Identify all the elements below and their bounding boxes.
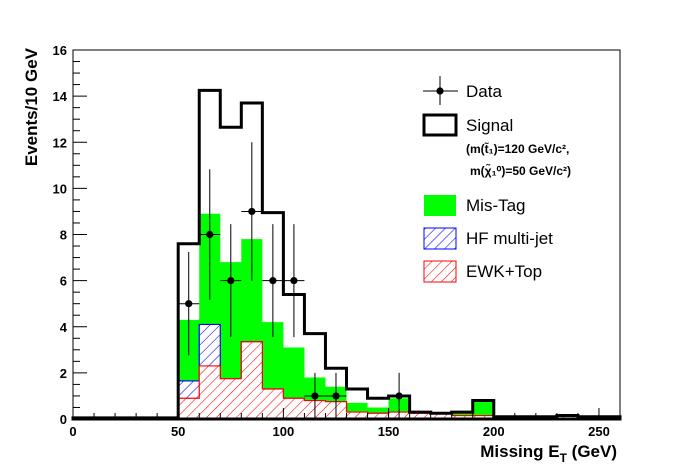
x-axis-title-main: Missing E — [480, 442, 559, 461]
data-marker — [206, 230, 214, 239]
y-tick-label: 10 — [53, 181, 67, 196]
y-tick-label: 6 — [60, 274, 67, 289]
data-point — [178, 252, 200, 356]
x-axis-title-unit: (GeV) — [567, 442, 617, 461]
data-point — [199, 169, 221, 300]
x-tick-label: 150 — [378, 424, 400, 439]
x-tick-label: 250 — [588, 424, 610, 439]
data-marker — [332, 392, 340, 400]
data-marker — [185, 300, 193, 308]
data-point — [304, 372, 326, 419]
data-point — [388, 372, 410, 419]
data-marker — [269, 277, 277, 285]
legend-signal-note-1: (m(t̃₁)=120 GeV/c², — [466, 141, 569, 156]
legend-signal-label: Signal — [466, 116, 513, 135]
histogram-bars — [71, 88, 622, 421]
y-axis-title: Events/10 GeV — [22, 47, 41, 166]
x-axis-title: Missing ET (GeV) — [480, 442, 617, 465]
y-tick-label: 0 — [60, 412, 67, 427]
data-marker — [227, 277, 235, 285]
data-point — [220, 224, 242, 338]
data-points — [178, 142, 410, 419]
x-axis-title-subscript: T — [560, 451, 568, 465]
legend-mistag-label: Mis-Tag — [466, 196, 526, 215]
legend-ewk-label: EWK+Top — [466, 262, 542, 281]
data-marker — [290, 277, 298, 285]
signal-histogram — [71, 88, 622, 421]
y-tick-label: 14 — [53, 89, 68, 104]
legend-signal-swatch — [422, 113, 458, 137]
legend: Data Signal (m(t̃₁)=120 GeV/c², m(χ̃₁⁰)=… — [422, 76, 571, 283]
data-point — [262, 224, 284, 338]
data-marker — [248, 207, 256, 216]
x-tick-label: 50 — [171, 424, 185, 439]
legend-mistag-swatch — [424, 195, 456, 216]
legend-data-label: Data — [466, 82, 502, 101]
data-point — [283, 224, 305, 338]
legend-ewk-swatch — [423, 260, 457, 283]
y-tick-label: 12 — [53, 135, 67, 150]
data-point — [325, 372, 347, 419]
data-point — [241, 142, 263, 281]
data-marker — [395, 392, 403, 400]
x-tick-label: 200 — [483, 424, 505, 439]
legend-data-marker — [436, 87, 444, 95]
x-tick-label: 100 — [273, 424, 295, 439]
axes — [72, 49, 621, 420]
y-tick-label: 8 — [60, 228, 67, 243]
tick-labels: 0 50 100 150 200 250 0 2 4 6 8 10 12 14 16 — [53, 43, 610, 439]
legend-signal-note-2: m(χ̃₁⁰)=50 GeV/c²) — [470, 163, 571, 178]
y-tick-label: 4 — [60, 320, 68, 335]
legend-hf-label: HF multi-jet — [466, 229, 553, 248]
x-tick-label: 0 — [69, 424, 76, 439]
data-marker — [311, 392, 319, 400]
legend-hf-swatch — [423, 227, 457, 250]
y-tick-label: 16 — [53, 43, 67, 58]
y-tick-label: 2 — [60, 366, 67, 381]
